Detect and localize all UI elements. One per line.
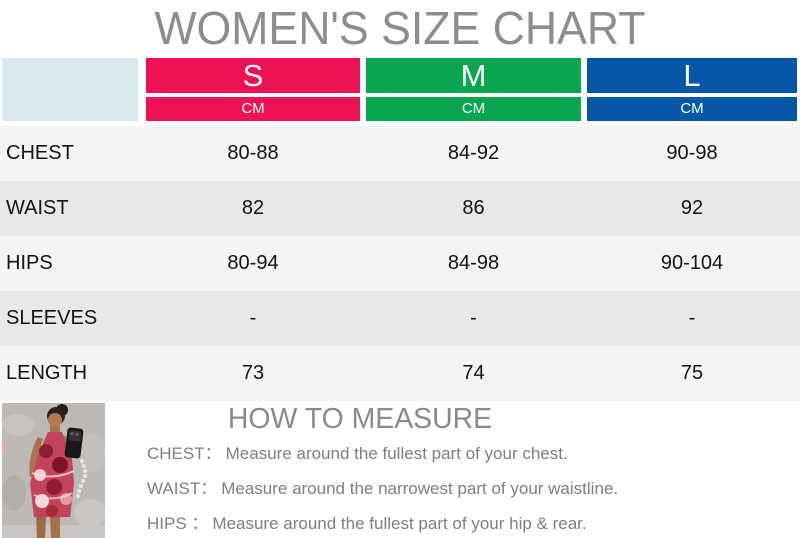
table-corner-cell	[2, 58, 138, 121]
measure-item-chest: CHEST： Measure around the fullest part of…	[147, 444, 568, 464]
unit-cell-s: CM	[146, 97, 360, 121]
cell-value: -	[470, 307, 477, 329]
measure-text: Measure around the narrowest part of you…	[221, 479, 619, 498]
cell-value: 90-104	[660, 252, 724, 274]
cell-value: 75	[680, 362, 704, 384]
table-row-waist: WAIST 82 86 92	[0, 181, 800, 236]
model-selfie-photo	[2, 403, 105, 538]
cell-value: 80-88	[227, 142, 279, 164]
cell-value: 80-94	[227, 252, 279, 274]
cell-value: 74	[462, 362, 485, 384]
cell-value: 84-92	[447, 142, 500, 164]
how-to-measure-title: HOW TO MEASURE	[227, 403, 493, 435]
table-row-chest: CHEST 80-88 84-92 90-98	[0, 126, 800, 181]
unit-cell-l: CM	[587, 97, 797, 121]
measure-label: CHEST：	[147, 444, 222, 463]
size-header-s: S	[146, 58, 360, 93]
measure-text: Measure around the fullest part of your …	[212, 514, 587, 533]
row-label: SLEEVES	[6, 307, 98, 329]
model-selfie-illustration	[2, 403, 105, 538]
row-label: CHEST	[6, 142, 74, 164]
table-row-hips: HIPS 80-94 84-98 90-104	[0, 236, 800, 291]
row-label: LENGTH	[6, 362, 88, 384]
cell-value: 90-98	[666, 142, 718, 164]
cell-value: 73	[241, 362, 265, 384]
cell-value: 92	[680, 197, 704, 219]
size-header-l: L	[587, 58, 797, 93]
table-row-length: LENGTH 73 74 75	[0, 346, 800, 401]
measure-label: HIPS ：	[147, 514, 209, 533]
cell-value: 86	[462, 197, 485, 219]
cell-value: -	[249, 307, 257, 329]
measure-item-hips: HIPS ： Measure around the fullest part of…	[147, 514, 587, 534]
measure-item-waist: WAIST： Measure around the narrowest part …	[147, 479, 618, 499]
row-label: WAIST	[6, 197, 69, 219]
cell-value: 82	[241, 197, 265, 219]
row-label: HIPS	[6, 252, 53, 274]
measure-text: Measure around the fullest part of your …	[225, 444, 568, 463]
measure-label: WAIST：	[147, 479, 218, 498]
size-header-m: M	[366, 58, 581, 93]
page-title: WOMEN'S SIZE CHART	[154, 2, 646, 54]
unit-cell-m: CM	[366, 97, 581, 121]
cell-value: -	[688, 307, 696, 329]
cell-value: 84-98	[447, 252, 500, 274]
table-row-sleeves: SLEEVES - - -	[0, 291, 800, 346]
